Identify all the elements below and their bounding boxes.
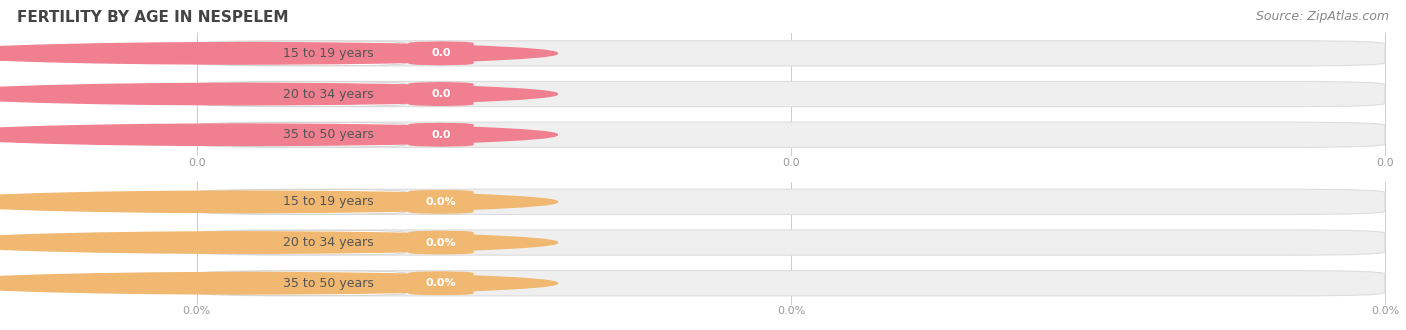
FancyBboxPatch shape bbox=[197, 189, 1385, 214]
Text: Source: ZipAtlas.com: Source: ZipAtlas.com bbox=[1256, 10, 1389, 23]
FancyBboxPatch shape bbox=[197, 82, 1385, 107]
Text: FERTILITY BY AGE IN NESPELEM: FERTILITY BY AGE IN NESPELEM bbox=[17, 10, 288, 25]
Text: 0.0: 0.0 bbox=[432, 49, 451, 58]
Circle shape bbox=[0, 273, 557, 294]
Text: 35 to 50 years: 35 to 50 years bbox=[283, 128, 374, 141]
FancyBboxPatch shape bbox=[408, 271, 474, 295]
Text: 20 to 34 years: 20 to 34 years bbox=[284, 87, 374, 101]
Text: 0.0%: 0.0% bbox=[426, 238, 457, 248]
FancyBboxPatch shape bbox=[225, 122, 405, 147]
Text: 0.0: 0.0 bbox=[432, 130, 451, 140]
FancyBboxPatch shape bbox=[408, 122, 474, 147]
FancyBboxPatch shape bbox=[225, 82, 405, 106]
FancyBboxPatch shape bbox=[408, 82, 474, 106]
FancyBboxPatch shape bbox=[197, 122, 1385, 148]
Text: 15 to 19 years: 15 to 19 years bbox=[284, 195, 374, 208]
Circle shape bbox=[0, 232, 557, 253]
Circle shape bbox=[0, 43, 557, 64]
FancyBboxPatch shape bbox=[225, 190, 405, 214]
FancyBboxPatch shape bbox=[408, 230, 474, 255]
FancyBboxPatch shape bbox=[225, 230, 405, 255]
Text: 15 to 19 years: 15 to 19 years bbox=[284, 47, 374, 60]
FancyBboxPatch shape bbox=[197, 230, 1385, 255]
Circle shape bbox=[0, 83, 557, 105]
Text: 0.0: 0.0 bbox=[432, 89, 451, 99]
FancyBboxPatch shape bbox=[408, 41, 474, 66]
Text: 35 to 50 years: 35 to 50 years bbox=[283, 277, 374, 290]
FancyBboxPatch shape bbox=[225, 41, 405, 66]
FancyBboxPatch shape bbox=[197, 41, 1385, 66]
Text: 20 to 34 years: 20 to 34 years bbox=[284, 236, 374, 249]
Circle shape bbox=[0, 124, 557, 146]
FancyBboxPatch shape bbox=[225, 271, 405, 295]
FancyBboxPatch shape bbox=[197, 271, 1385, 296]
FancyBboxPatch shape bbox=[408, 190, 474, 214]
Text: 0.0%: 0.0% bbox=[426, 278, 457, 288]
Text: 0.0%: 0.0% bbox=[426, 197, 457, 207]
Circle shape bbox=[0, 191, 557, 213]
